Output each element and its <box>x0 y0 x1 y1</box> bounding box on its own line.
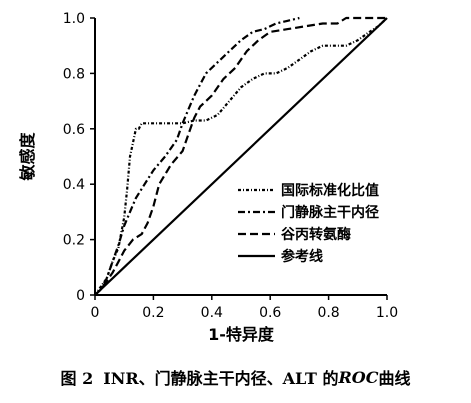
x-tick-label: 0.6 <box>259 305 281 321</box>
x-tick-label: 0.8 <box>317 305 339 321</box>
y-tick-label: 0 <box>76 288 85 304</box>
legend-label-4: 参考线 <box>281 248 323 265</box>
caption-suffix: 曲线 <box>378 369 411 388</box>
axes: 0 0.2 0.4 0.6 0.8 1.0 0 0.2 0.4 0.6 0.8 1.0 1-特异度 敏感度 <box>18 11 398 344</box>
y-tick-label: 1.0 <box>63 11 85 27</box>
legend-label-2: 门静脉主干内径 <box>281 204 379 221</box>
y-tick-label: 0.6 <box>63 122 85 138</box>
legend-label-1: 国际标准化比值 <box>281 182 379 199</box>
x-tick-label: 0.2 <box>142 305 164 321</box>
y-tick-label: 0.2 <box>63 233 85 249</box>
x-axis-label: 1-特异度 <box>208 325 275 344</box>
legend-label-3: 谷丙转氨酶 <box>281 226 351 243</box>
series-line-2 <box>94 16 300 296</box>
series-line-4 <box>94 17 388 296</box>
series-line-3 <box>94 16 387 296</box>
roc-chart: 0 0.2 0.4 0.6 0.8 1.0 0 0.2 0.4 0.6 0.8 1.0 1-特异度 敏感度… <box>18 11 398 344</box>
y-tick-label: 0.8 <box>63 66 85 82</box>
y-axis-label: 敏感度 <box>18 132 37 182</box>
y-tick-label: 0.4 <box>63 177 85 193</box>
caption-italic: ROC <box>338 367 379 387</box>
caption-prefix: INR、门静脉主干内径、ALT 的 <box>103 369 339 388</box>
x-tick-label: 1.0 <box>376 305 398 321</box>
series-layer <box>94 16 388 296</box>
figure-number: 图 2 <box>60 369 94 388</box>
x-tick-label: 0 <box>91 305 100 321</box>
x-tick-label: 0.4 <box>201 305 223 321</box>
figure-caption: 图 2 INR、门静脉主干内径、ALT 的 ROC 曲线 <box>0 362 471 392</box>
series-line-1 <box>94 17 388 296</box>
